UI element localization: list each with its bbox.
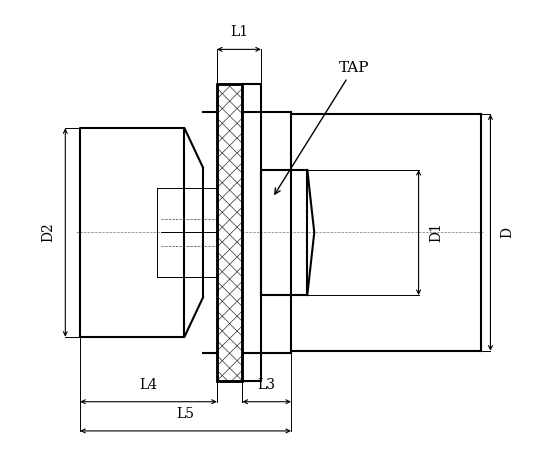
Text: L1: L1: [230, 25, 248, 39]
Text: D: D: [501, 227, 515, 238]
Text: D1: D1: [429, 223, 443, 242]
Text: TAP: TAP: [275, 61, 369, 194]
Bar: [217, 84, 243, 381]
Text: L5: L5: [177, 407, 195, 421]
Text: L4: L4: [139, 378, 158, 392]
Text: D2: D2: [41, 223, 55, 242]
Bar: [217, 84, 243, 381]
Text: L3: L3: [258, 378, 276, 392]
